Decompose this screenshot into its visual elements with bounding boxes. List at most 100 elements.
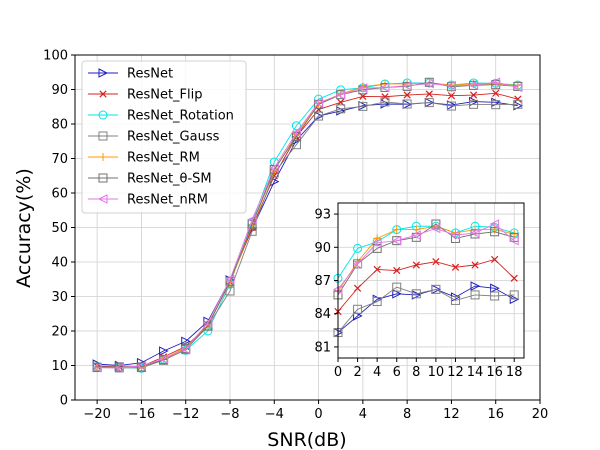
legend-label: ResNet_θ-SM (127, 172, 212, 187)
legend-label: ResNet_Flip (127, 88, 203, 103)
main-x-tick-label: 12 (443, 407, 460, 422)
main-x-tick-label: −20 (83, 407, 110, 422)
main-y-tick-label: 40 (51, 256, 68, 271)
main-data-point (358, 101, 368, 111)
inset-data-point (353, 243, 363, 253)
inset-x-tick-label: 6 (393, 365, 401, 380)
inset-y-tick-label: 81 (314, 340, 331, 355)
inset-data-point (412, 261, 420, 269)
main-x-ticks: −20 −16 −12 −8 −4 0 4 8 12 16 20 (83, 400, 548, 422)
inset-data-point (372, 238, 382, 248)
main-data-point (247, 214, 257, 225)
legend-swatch-marker (98, 68, 109, 78)
inset-data-point (451, 263, 460, 271)
legend-swatch-marker (98, 173, 108, 183)
inset-x-tick-label: 12 (447, 365, 464, 380)
legend-swatch-marker (99, 153, 107, 161)
legend-entry: ResNet_Rotation (88, 109, 234, 124)
legend-box (81, 60, 247, 214)
legend-label: ResNet_Gauss (127, 130, 220, 145)
inset-x-tick-label: 16 (486, 365, 503, 380)
main-data-point (403, 91, 411, 99)
inset-data-point (450, 230, 460, 240)
main-data-point (159, 346, 169, 356)
inset-y-tick-label: 90 (314, 241, 331, 256)
main-data-point (202, 317, 213, 328)
main-data-point (314, 111, 324, 121)
inset-data-point (489, 219, 500, 229)
inset-series-line (337, 258, 515, 312)
inset-x-tick-label: 2 (353, 365, 361, 380)
inset-series-4 (333, 282, 519, 338)
inset-y-ticks: 81 84 87 90 93 (314, 208, 338, 355)
inset-series-line (337, 223, 515, 296)
inset-data-point (491, 255, 499, 264)
inset-data-point (470, 281, 481, 291)
inset-y-tick-label: 87 (314, 274, 331, 289)
inset-series-line (337, 285, 515, 333)
legend-swatch-marker (98, 131, 108, 141)
inset-data-point (412, 225, 421, 234)
main-data-point (181, 336, 191, 347)
main-x-tick-label: 4 (359, 407, 367, 422)
legend-entry: ResNet (88, 67, 173, 82)
main-x-tick-label: 0 (314, 407, 322, 422)
inset-data-point (490, 283, 500, 294)
main-y-tick-label: 10 (51, 359, 68, 374)
main-data-point (424, 78, 434, 89)
x-axis-label: SNR(dB) (267, 429, 346, 450)
main-y-tick-label: 0 (60, 394, 68, 409)
inset-data-point (471, 261, 479, 269)
main-x-tick-label: 16 (487, 407, 504, 422)
legend-entry: ResNet_RM (88, 151, 200, 166)
main-data-point (180, 344, 191, 355)
main-data-point (379, 82, 390, 93)
inset-x-tick-label: 18 (506, 365, 523, 380)
main-x-tick-label: −16 (128, 407, 155, 422)
main-data-point (136, 361, 146, 371)
main-data-point (381, 93, 389, 101)
inset-data-point (353, 311, 363, 321)
inset-data-point (509, 290, 519, 300)
main-data-point (468, 80, 479, 90)
inset-data-point (392, 288, 402, 299)
main-data-point (491, 100, 501, 110)
main-y-tick-label: 60 (51, 187, 68, 202)
legend-label: ResNet_RM (127, 151, 200, 166)
y-axis-label: Accuracy(%) (13, 168, 35, 288)
main-data-point (512, 82, 523, 93)
main-data-point (469, 99, 479, 109)
main-series-7 (92, 77, 523, 373)
main-data-point (380, 97, 390, 107)
inset-data-point (490, 291, 500, 301)
inset-data-point (432, 258, 440, 266)
main-x-tick-label: −4 (265, 407, 284, 422)
main-data-point (357, 83, 368, 93)
inset-y-tick-label: 93 (314, 208, 331, 223)
main-y-tick-label: 20 (51, 325, 68, 340)
inset-x-tick-label: 8 (412, 365, 420, 380)
main-series (92, 77, 523, 373)
main-data-point (446, 80, 456, 91)
inset-x-tick-label: 0 (334, 365, 342, 380)
legend-swatch-marker (99, 90, 107, 98)
inset-series-line (337, 225, 515, 292)
main-y-tick-label: 90 (51, 83, 68, 98)
inset-data-point (372, 297, 382, 307)
inset-data-point (510, 274, 518, 282)
inset-chart: 0 2 4 6 8 10 12 14 16 18 81 84 87 90 93 (314, 202, 525, 380)
main-data-point (402, 99, 412, 109)
legend-label: ResNet_nRM (127, 193, 208, 208)
inset-data-point (392, 225, 401, 234)
main-y-tick-label: 100 (43, 49, 68, 64)
inset-data-point (509, 235, 519, 246)
inset-y-tick-label: 84 (314, 307, 331, 322)
legend-swatch-marker (98, 110, 108, 120)
legend-entry: ResNet_θ-SM (88, 172, 212, 187)
legend-entry: ResNet_nRM (88, 193, 208, 208)
inset-series-line (337, 223, 515, 290)
inset-data-point (470, 290, 480, 300)
main-x-tick-label: 8 (403, 407, 411, 422)
inset-x-ticks: 0 2 4 6 8 10 12 14 16 18 (334, 358, 523, 380)
